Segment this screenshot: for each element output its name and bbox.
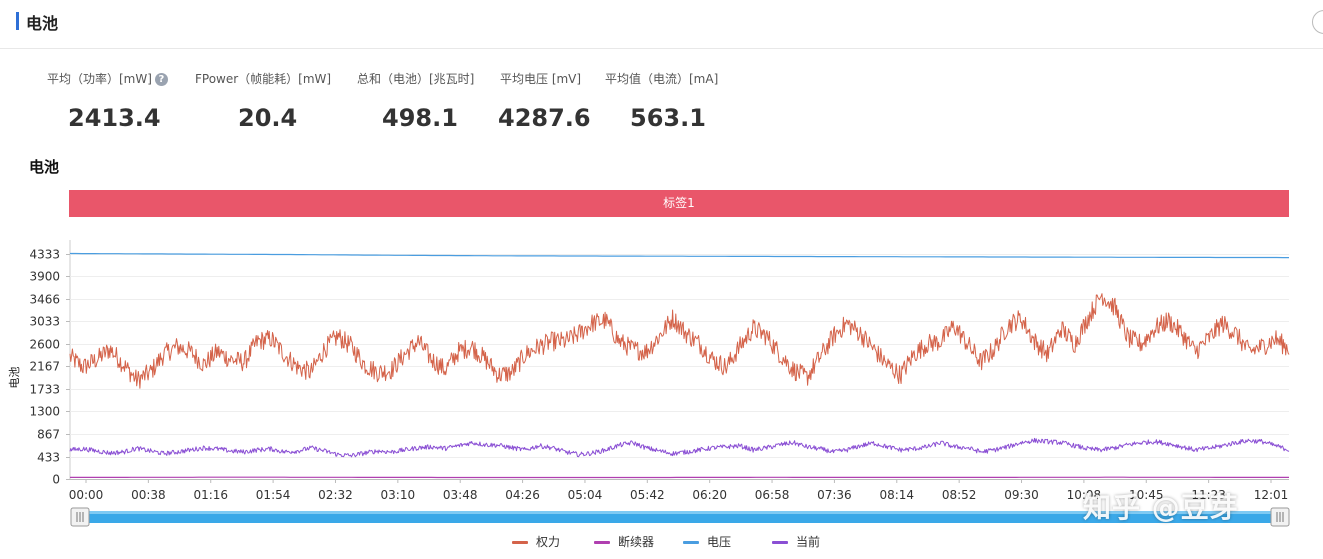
legend-item-interrupter[interactable]: 断续器 [594, 533, 654, 550]
stat-total-battery: 总和（电池）[兆瓦时] 498.1 [357, 70, 475, 132]
x-tick-label: 10:08 [1067, 488, 1102, 502]
header-circle-button[interactable] [1312, 10, 1323, 34]
y-tick-label: 3466 [29, 293, 60, 307]
y-tick-label: 867 [37, 428, 60, 442]
legend-swatch [512, 541, 528, 544]
legend-item-voltage[interactable]: 电压 [683, 533, 731, 550]
y-tick-label: 2600 [29, 338, 60, 352]
stat-label: 总和（电池）[兆瓦时] [357, 72, 475, 86]
x-tick-label: 04:26 [505, 488, 540, 502]
legend-swatch [683, 541, 699, 544]
y-tick-label: 4333 [29, 248, 60, 262]
stat-fpower: FPower（帧能耗）[mW] 20.4 [195, 70, 332, 132]
stat-value: 563.1 [630, 104, 706, 132]
x-tick-label: 10:45 [1129, 488, 1164, 502]
legend-swatch [772, 541, 788, 544]
x-tick-label: 03:48 [443, 488, 478, 502]
y-axis-title: 电池 [8, 367, 21, 389]
legend-item-power[interactable]: 权力 [512, 533, 560, 550]
stat-value: 2413.4 [68, 104, 161, 132]
watermark: 知乎 @豆芽 [1083, 491, 1239, 524]
chart-legend: 权力 断续器 电压 当前 [0, 533, 1323, 551]
legend-label: 当前 [796, 535, 821, 549]
legend-label: 权力 [536, 535, 561, 549]
x-tick-label: 00:38 [131, 488, 166, 502]
y-tick-label: 1300 [29, 405, 60, 419]
x-tick-label: 01:16 [193, 488, 228, 502]
x-tick-label: 09:30 [1004, 488, 1039, 502]
y-tick-label: 3900 [29, 270, 60, 284]
x-tick-label: 03:10 [381, 488, 416, 502]
y-tick-label: 0 [52, 473, 60, 487]
stat-label: 平均（功率）[mW] [47, 72, 152, 86]
stat-value: 498.1 [382, 104, 458, 132]
battery-line-chart: 0 433 867 1300 1733 2167 2600 3033 3466 3900 4333 电… [8, 240, 1290, 527]
legend-label: 断续器 [618, 535, 655, 549]
x-tick-label: 08:14 [879, 488, 914, 502]
x-tick-label: 02:32 [318, 488, 353, 502]
chart-section-title: 电池 [29, 158, 60, 176]
x-tick-label: 06:20 [692, 488, 727, 502]
x-tick-label: 05:42 [630, 488, 665, 502]
x-tick-label: 11:23 [1191, 488, 1226, 502]
x-tick-label: 08:52 [942, 488, 977, 502]
series-line-power [69, 293, 1290, 389]
tag-bar[interactable]: 标签1 [69, 190, 1289, 217]
series-line-voltage [70, 252, 1289, 259]
x-tick-label: 07:36 [817, 488, 852, 502]
y-tick-label: 1733 [29, 383, 60, 397]
x-tick-label: 06:58 [755, 488, 790, 502]
x-tick-label: 12:01 [1254, 488, 1289, 502]
x-tick-label: 05:04 [568, 488, 603, 502]
stat-avg-power: 平均（功率）[mW]? 2413.4 [47, 70, 168, 132]
legend-label: 电压 [707, 535, 732, 549]
stat-label: 平均电压 [mV] [500, 72, 582, 86]
y-tick-label: 3033 [29, 315, 60, 329]
series-line-current [69, 437, 1290, 458]
stat-value: 20.4 [238, 104, 298, 132]
range-slider-highlight [78, 511, 1281, 514]
tag-label: 标签1 [663, 196, 695, 210]
y-tick-label: 433 [37, 451, 60, 465]
stat-value: 4287.6 [498, 104, 591, 132]
legend-item-current[interactable]: 当前 [772, 533, 820, 550]
page-title: 电池 [26, 14, 59, 33]
stat-label: 平均值（电流）[mA] [605, 72, 719, 86]
x-tick-label: 00:00 [69, 488, 104, 502]
stat-avg-voltage: 平均电压 [mV] 4287.6 [498, 70, 591, 132]
title-accent-bar [16, 12, 19, 30]
legend-swatch [594, 541, 610, 544]
help-icon[interactable]: ? [154, 73, 168, 86]
x-tick-label: 01:54 [256, 488, 291, 502]
stat-label: FPower（帧能耗）[mW] [195, 72, 332, 86]
stat-avg-current: 平均值（电流）[mA] 563.1 [605, 70, 719, 132]
page-header: 电池 [0, 0, 1323, 49]
y-tick-label: 2167 [29, 360, 60, 374]
